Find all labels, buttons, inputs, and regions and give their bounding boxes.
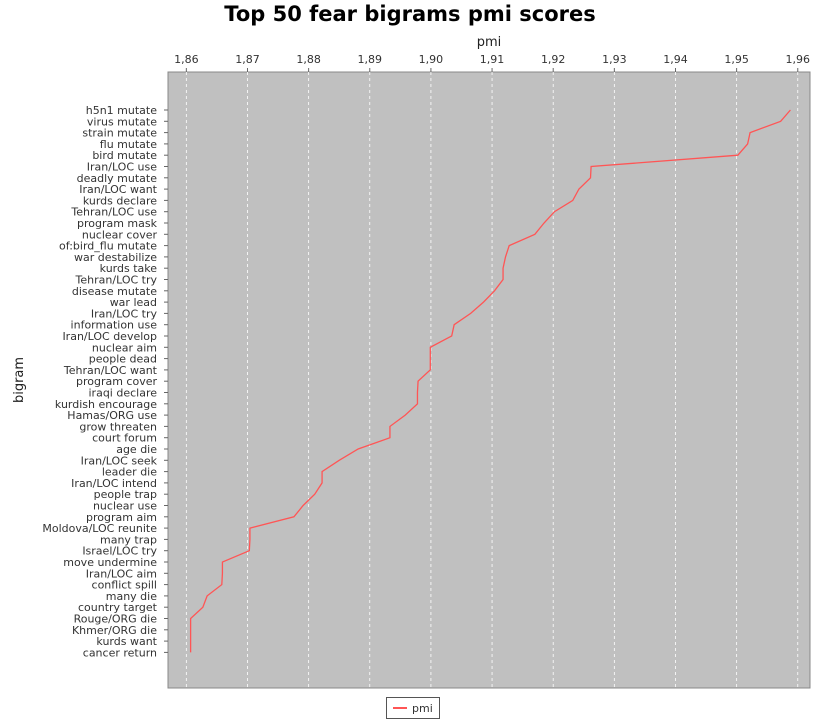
legend: pmi	[386, 697, 440, 719]
x-axis-label: pmi	[477, 35, 502, 50]
x-tick-label: 1,92	[541, 53, 566, 66]
y-tick-label: many die	[106, 590, 157, 603]
y-tick-label: grow threaten	[79, 420, 157, 433]
x-tick-label: 1,91	[480, 53, 505, 66]
y-tick-label: h5n1 mutate	[86, 104, 157, 117]
y-tick-label: move undermine	[63, 556, 157, 569]
y-tick-label: bird mutate	[92, 149, 157, 162]
y-tick-label: nuclear aim	[92, 341, 157, 354]
y-tick-label: Israel/LOC try	[82, 545, 157, 558]
y-tick-label: flu mutate	[100, 138, 157, 151]
y-tick-label: Tehran/LOC use	[70, 206, 157, 219]
y-tick-label: people trap	[94, 488, 157, 501]
y-tick-label: Iran/LOC develop	[62, 330, 157, 343]
x-tick-label: 1,96	[786, 53, 811, 66]
x-tick-label: 1,93	[602, 53, 627, 66]
y-tick-label: many trap	[100, 533, 157, 546]
y-tick-label: war lead	[110, 296, 157, 309]
y-tick-label: leader die	[102, 466, 157, 479]
legend-swatch-pmi	[393, 707, 407, 709]
y-tick-label: Hamas/ORG use	[67, 409, 157, 422]
y-tick-label: nuclear use	[93, 500, 157, 513]
x-tick-label: 1,90	[419, 53, 444, 66]
y-tick-label: Tehran/LOC want	[63, 364, 158, 377]
y-tick-label: court forum	[92, 432, 157, 445]
y-tick-label: iraqi declare	[89, 387, 158, 400]
y-tick-label: Khmer/ORG die	[72, 624, 157, 637]
y-tick-label: Tehran/LOC try	[75, 274, 158, 287]
y-tick-label: kurdish encourage	[55, 398, 157, 411]
y-tick-label: program aim	[86, 511, 157, 524]
x-tick-label: 1,95	[724, 53, 749, 66]
y-tick-label: Iran/LOC seek	[81, 454, 158, 467]
x-tick-label: 1,88	[296, 53, 321, 66]
y-tick-label: Rouge/ORG die	[74, 613, 158, 626]
y-tick-label: cancer return	[83, 646, 157, 659]
y-tick-label: program cover	[76, 375, 158, 388]
y-tick-label: kurds declare	[83, 194, 157, 207]
x-tick-label: 1,94	[663, 53, 688, 66]
y-tick-label: nuclear cover	[82, 228, 158, 241]
y-tick-label: information use	[71, 319, 158, 332]
y-tick-label: Iran/LOC aim	[86, 567, 157, 580]
y-tick-label: Iran/LOC try	[91, 307, 158, 320]
y-tick-label: deadly mutate	[77, 172, 158, 185]
y-tick-label: Moldova/LOC reunite	[42, 522, 157, 535]
x-tick-label: 1,87	[235, 53, 260, 66]
y-tick-label: people dead	[89, 353, 157, 366]
x-tick-label: 1,86	[174, 53, 199, 66]
y-tick-label: Iran/LOC use	[87, 161, 157, 174]
legend-label-pmi: pmi	[412, 701, 433, 715]
y-tick-label: program mask	[77, 217, 158, 230]
y-tick-label: country target	[78, 601, 158, 614]
x-axis-ticks: 1,86 1,87 1,88 1,89 1,90 1,91 1,92 1,93 1,94 1,95…	[174, 53, 810, 72]
y-tick-label: Iran/LOC intend	[71, 477, 157, 490]
y-tick-label: Iran/LOC want	[79, 183, 157, 196]
chart-title: Top 50 fear bigrams pmi scores	[224, 2, 596, 26]
y-tick-label: strain mutate	[82, 127, 157, 140]
y-tick-label: kurds want	[96, 635, 157, 648]
plot-area	[167, 71, 811, 689]
y-tick-label: kurds take	[100, 262, 158, 275]
grid-lines	[185, 72, 799, 688]
x-tick-label: 1,89	[358, 53, 383, 66]
y-tick-label: disease mutate	[72, 285, 157, 298]
y-tick-label: war destabilize	[74, 251, 157, 264]
y-axis-label: bigram	[12, 357, 27, 403]
y-tick-label: conflict spill	[92, 579, 157, 592]
series-line-pmi	[189, 109, 791, 653]
y-tick-label: virus mutate	[87, 115, 157, 128]
y-tick-label: of:bird_flu mutate	[59, 240, 157, 253]
y-tick-label: age die	[116, 443, 157, 456]
